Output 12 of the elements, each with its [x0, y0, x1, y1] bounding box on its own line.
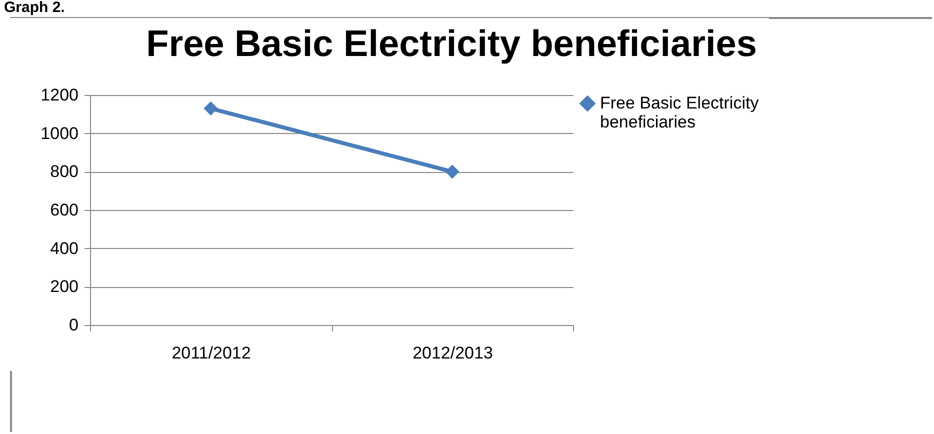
y-tick-label: 1000 [40, 124, 78, 143]
y-tick-label: 400 [50, 238, 78, 258]
y-tick-label: 800 [50, 162, 78, 182]
legend-label: Free Basic Electricity beneficiaries [600, 94, 760, 132]
caption: Graph 2. [4, 0, 65, 16]
y-tick-label: 600 [50, 200, 78, 220]
chart-title: Free Basic Electricity beneficiaries [146, 23, 757, 64]
x-tick-label: 2011/2012 [172, 344, 251, 362]
y-tick-label: 0 [69, 316, 78, 334]
y-tick-label: 1200 [40, 86, 78, 104]
x-tick-label: 2012/2013 [412, 344, 493, 362]
y-tick-label: 200 [50, 277, 78, 296]
